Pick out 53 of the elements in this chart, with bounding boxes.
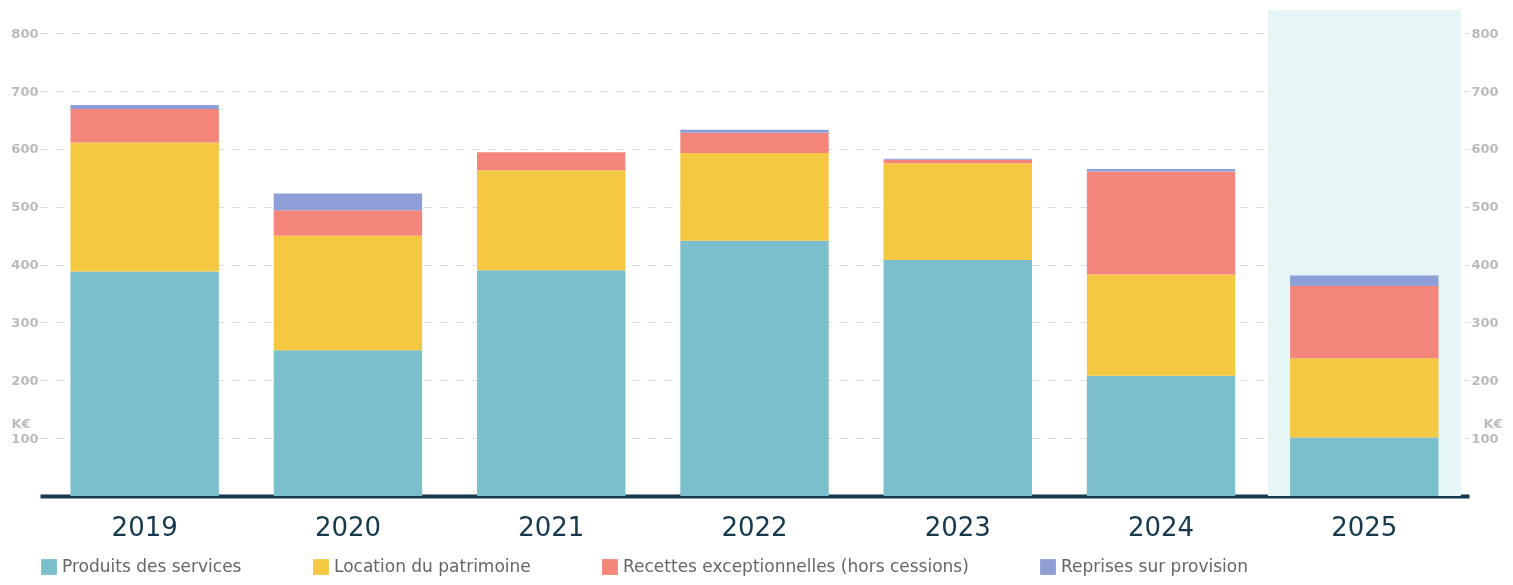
bar	[680, 152, 829, 241]
legend-label: Reprises sur provision	[1061, 556, 1248, 576]
y-tick-label: 400	[11, 257, 39, 273]
y2-tick-label: 700	[1471, 83, 1499, 99]
bar	[70, 104, 219, 109]
bar	[1086, 171, 1236, 275]
bar	[273, 350, 423, 496]
x-tick-label: 2021	[518, 511, 585, 542]
y-tick-label: 200	[11, 372, 39, 388]
y-axis-title: K€	[11, 415, 31, 431]
bar	[70, 142, 219, 272]
y2-tick-label: 300	[1471, 314, 1499, 330]
bar	[1086, 375, 1236, 496]
y-tick-label: 800	[11, 25, 39, 41]
bar	[477, 270, 626, 496]
y2-tick-label: 800	[1471, 25, 1499, 41]
y-tick-label: 500	[11, 199, 39, 215]
x-tick-label: 2025	[1331, 511, 1398, 542]
x-tick-label: 2019	[111, 511, 178, 542]
x-tick-label: 2020	[314, 511, 382, 542]
y2-tick-label: 200	[1471, 372, 1499, 388]
y-tick-label: 600	[11, 141, 39, 157]
bar	[1290, 275, 1439, 286]
x-tick-label: 2022	[721, 511, 788, 542]
bar	[273, 210, 423, 236]
x-tick-label: 2023	[924, 511, 991, 542]
y2-tick-label: 400	[1471, 257, 1499, 273]
bar	[1290, 358, 1439, 438]
bar	[1290, 285, 1439, 359]
y-tick-label: 100	[11, 430, 39, 446]
bar	[883, 163, 1032, 260]
y2-tick-label: 600	[1471, 141, 1499, 157]
bar	[1086, 274, 1236, 376]
bar	[477, 152, 626, 171]
bar	[70, 108, 219, 143]
y2-tick-label: 100	[1471, 430, 1499, 446]
bar	[1290, 437, 1439, 496]
bar	[680, 129, 829, 133]
y-tick-label: 300	[11, 314, 39, 330]
bar	[883, 259, 1032, 496]
y-tick-label: 700	[11, 83, 39, 99]
bar	[70, 271, 219, 496]
y2-axis-title: K€	[1483, 415, 1503, 431]
y2-tick-label: 500	[1471, 199, 1499, 215]
x-tick-label: 2024	[1127, 511, 1195, 542]
legend-label: Produits des services	[62, 556, 242, 576]
bar	[273, 235, 423, 351]
legend-label: Location du patrimoine	[334, 556, 531, 576]
legend-label: Recettes exceptionnelles (hors cessions)	[623, 556, 969, 576]
bar	[680, 132, 829, 153]
bar	[477, 170, 626, 271]
bar	[680, 240, 829, 496]
bar	[273, 193, 423, 211]
